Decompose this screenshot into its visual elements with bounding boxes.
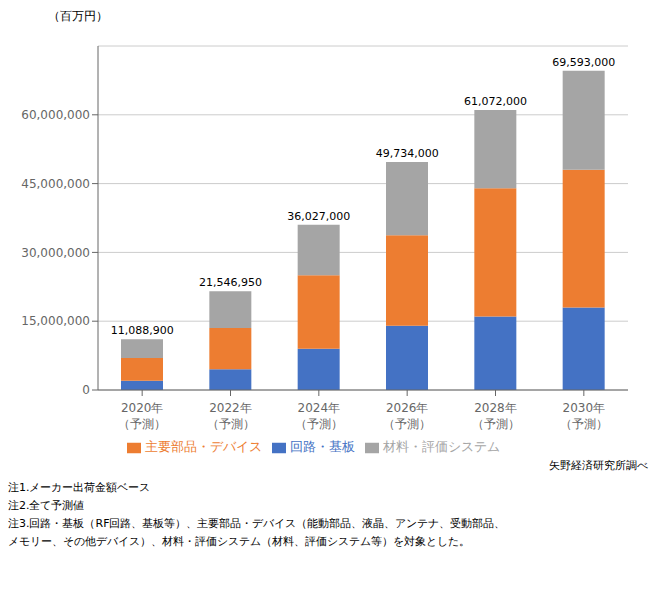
svg-text:0: 0 <box>82 383 90 397</box>
svg-text:36,027,000: 36,027,000 <box>287 210 350 223</box>
svg-text:2022年（予測）: 2022年（予測） <box>207 401 255 431</box>
html-text:メモリー、その他デバイス）、材料・評価システム（材料、評価シ: メモリー、その他デバイス）、材料・評価システム（材料、評価システム等）を対象とし… <box>8 535 470 548</box>
svg-text:2028年（予測）: 2028年（予測） <box>472 401 520 431</box>
svg-text:60,000,000: 60,000,000 <box>21 108 90 122</box>
svg-text:11,088,900: 11,088,900 <box>111 324 174 337</box>
html-text:矢野経済研究所調べ: 矢野経済研究所調べ <box>549 459 648 472</box>
html-text:主要部品・デバイス: 主要部品・デバイス <box>144 439 262 454</box>
svg-text:2026年（予測）: 2026年（予測） <box>383 401 431 431</box>
html-text:回路・基板: 回路・基板 <box>289 439 355 454</box>
svg-text:2020年（予測）: 2020年（予測） <box>118 401 166 431</box>
svg-text:45,000,000: 45,000,000 <box>21 177 90 191</box>
svg-text:2030年（予測）: 2030年（予測） <box>560 401 608 431</box>
html-text:注3.回路・基板（RF回路、基板等）、主要部品・デバイス（能: 注3.回路・基板（RF回路、基板等）、主要部品・デバイス（能動部品、液晶、アンテ… <box>8 517 506 530</box>
svg-text:2024年（予測）: 2024年（予測） <box>295 401 343 431</box>
html-text:注2.全て予測値: 注2.全て予測値 <box>8 499 85 512</box>
svg-text:49,734,000: 49,734,000 <box>376 147 439 160</box>
html-text:材料・評価システム: 材料・評価システム <box>382 439 500 454</box>
svg-text:30,000,000: 30,000,000 <box>21 246 90 260</box>
html-text:（百万円）: （百万円） <box>48 9 108 23</box>
svg-text:15,000,000: 15,000,000 <box>21 314 90 328</box>
svg-text:61,072,000: 61,072,000 <box>464 95 527 108</box>
svg-text:21,546,950: 21,546,950 <box>199 276 262 289</box>
svg-text:69,593,000: 69,593,000 <box>552 56 615 69</box>
html-text:注1.メーカー出荷金額ベース: 注1.メーカー出荷金額ベース <box>8 481 151 494</box>
